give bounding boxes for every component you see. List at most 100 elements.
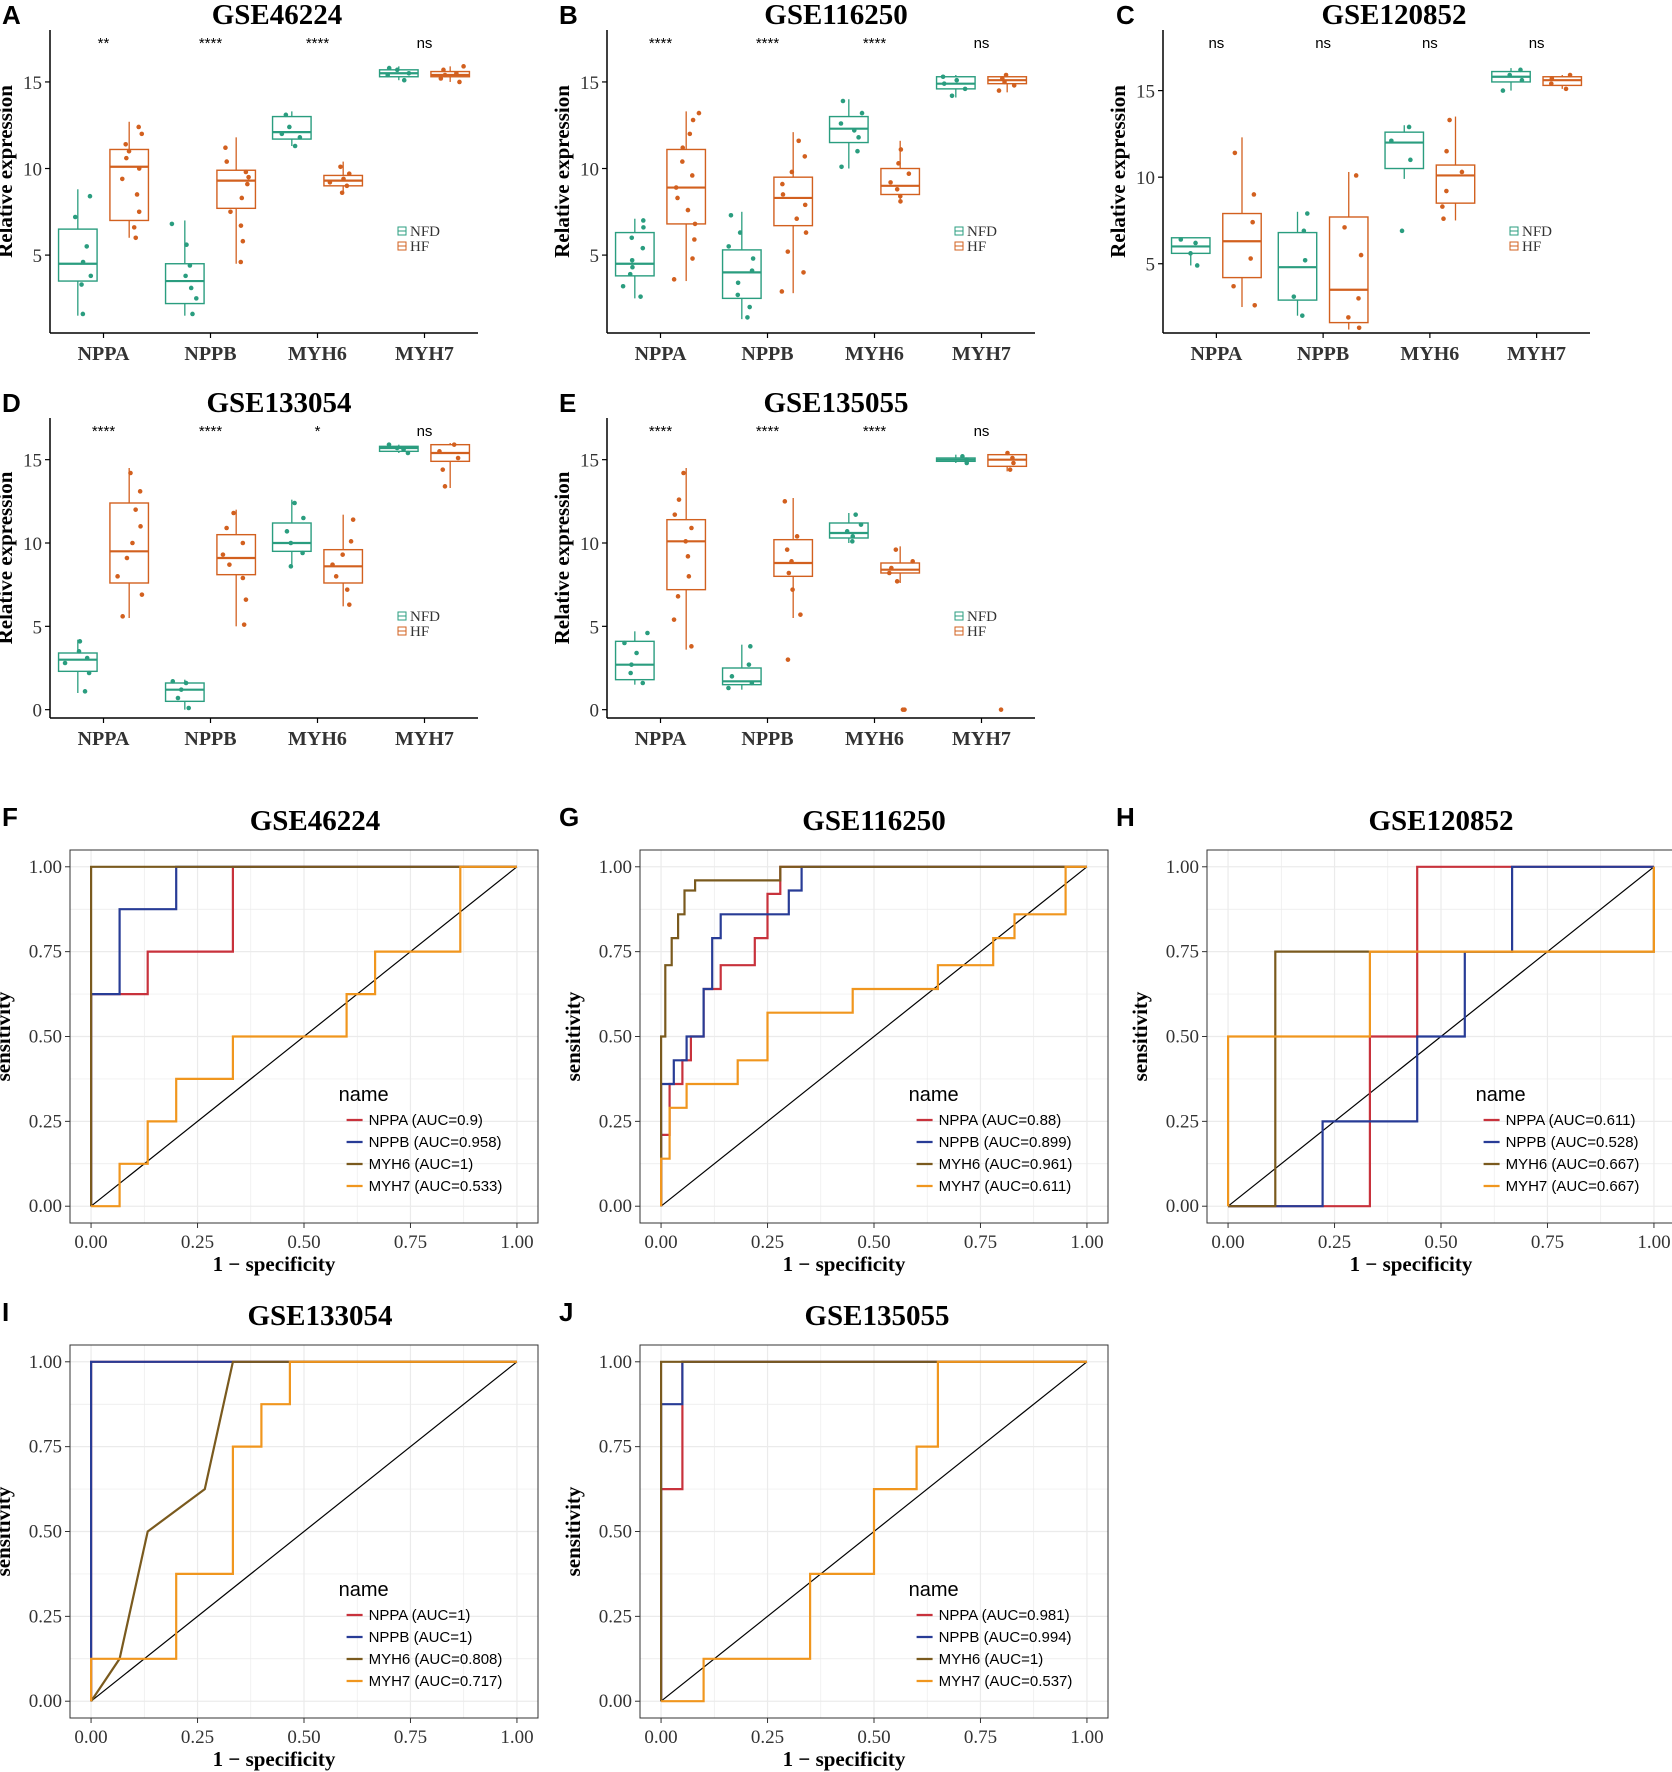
x-tick-label: 0.25 [751,1232,784,1253]
data-point [689,525,694,531]
data-point [136,124,141,130]
data-point [405,450,411,456]
data-point [119,176,125,182]
data-point [692,237,697,242]
panel-title: GSE135055 [804,1300,949,1332]
significance-label: ns [974,423,990,440]
data-point [675,594,681,599]
data-point [641,218,646,223]
x-tick-label: 1.00 [500,1232,533,1253]
box-nfd-nppa [614,218,655,299]
legend-title: name [1476,1084,1526,1106]
data-point [941,81,947,86]
data-point [76,649,82,654]
y-tick-label: 1.00 [1166,857,1199,878]
legend-label-hf: HF [1522,239,1541,255]
x-axis-label: 1 − specificity [213,1252,336,1276]
data-point [330,562,335,567]
x-tick-label: MYH7 [395,728,454,750]
data-point [889,565,894,571]
data-point [227,562,232,567]
y-tick-label: 1.00 [29,1352,62,1373]
data-point [386,65,392,71]
data-point [190,311,195,317]
data-point [888,180,893,185]
data-point [902,707,907,712]
data-point [687,131,693,137]
panel-letter: H [1116,802,1135,832]
y-axis-label: Relative expression [1106,85,1130,258]
data-point [292,500,297,506]
box-body [1222,212,1262,279]
significance-label: ns [974,35,990,52]
data-point [801,270,806,275]
data-point [243,597,249,602]
data-point [340,552,345,557]
data-point [640,245,646,251]
data-point [1007,467,1013,472]
data-point [735,280,741,286]
x-tick-label: 1.00 [1637,1232,1670,1253]
panel-F: F GSE46224 0.00 0.25 0.50 0.75 1.00 0.00 0.25 0.5… [0,802,539,1276]
data-point [437,449,442,454]
y-tick-label: 10 [23,160,42,181]
box-body [773,538,814,578]
data-point [896,161,901,166]
data-point [789,559,794,564]
data-point [839,164,844,170]
data-point [187,263,193,268]
data-point [850,539,855,544]
data-point [1011,83,1017,88]
y-tick-label: 10 [580,160,599,181]
y-tick-label: 0.00 [1166,1196,1199,1217]
data-point [897,193,903,199]
data-point [238,259,244,265]
panel-title: GSE116250 [764,0,907,31]
data-point [348,539,354,544]
data-point [1005,450,1010,456]
x-tick-label: 0.50 [287,1232,320,1253]
data-point [748,644,753,649]
data-point [785,249,791,254]
data-point [455,455,461,461]
data-point [441,67,446,73]
data-point [745,315,750,320]
data-point [802,154,808,159]
panel-E: E GSE135055 0 5 10 15 Relative expression NPPA *… [550,387,1035,750]
data-point [676,497,682,502]
data-point [406,70,412,76]
x-axis-label: 1 − specificity [783,1252,906,1276]
box-nfd-nppb [164,220,205,317]
data-point [671,277,677,282]
y-tick-label: 0.25 [599,1606,632,1627]
panel-B: B GSE116250 5 10 15 Relative expression NPPA **… [550,0,1035,365]
data-point [894,186,900,192]
significance-label: **** [863,423,887,440]
data-point [297,135,303,140]
data-point [780,181,785,187]
x-tick-label: NPPA [635,728,687,750]
data-point [170,679,176,684]
panel-letter: C [1116,0,1135,30]
y-tick-label: 0.75 [1166,942,1199,963]
data-point [794,534,800,539]
box-nfd-nppb [721,644,762,691]
x-tick-label: 0.75 [394,1232,427,1253]
x-tick-label: 0.00 [644,1727,677,1748]
y-tick-label: 0.75 [29,1437,62,1458]
data-point [338,164,343,170]
data-point [120,614,125,619]
data-point [283,112,289,118]
data-point [339,190,345,196]
data-point [1549,81,1554,86]
y-axis-label: sensitivity [561,1486,585,1576]
box-body [271,115,312,140]
data-point [82,689,88,694]
legend-label-nppa: NPPA (AUC=0.981) [939,1607,1070,1624]
legend-title: name [339,1084,389,1106]
data-point [645,630,650,636]
x-tick-label: 0.50 [287,1727,320,1748]
data-point [696,110,702,116]
data-point [451,442,457,447]
data-point [461,64,466,69]
